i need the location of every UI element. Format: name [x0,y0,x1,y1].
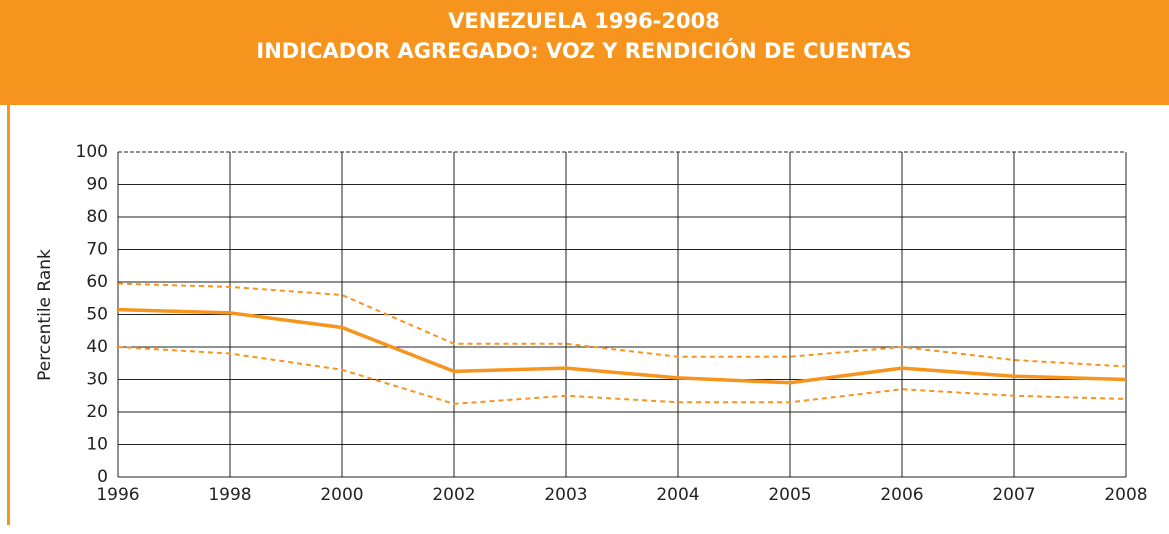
series-line [117,346,1127,405]
y-axis-label: Percentile Rank [35,249,55,381]
y-tick-label: 30 [86,370,108,390]
y-tick-label: 0 [97,467,108,487]
series-line [117,282,1127,368]
y-tick-label: 80 [86,207,108,227]
y-tick-label: 50 [86,305,108,325]
x-tick-label: 2008 [1104,485,1147,505]
y-tick-label: 10 [86,435,108,455]
chart-title: VENEZUELA 1996-2008 [448,9,720,33]
series-line [117,307,1127,385]
x-tick-label: 2005 [768,485,811,505]
x-tick-label: 1996 [96,485,139,505]
x-tick-label: 2004 [656,485,699,505]
x-tick-label: 2002 [432,485,475,505]
y-tick-label: 70 [86,240,108,260]
y-tick-label: 100 [76,142,108,162]
left-border [7,105,10,525]
y-tick-label: 40 [86,337,108,357]
chart-subtitle: INDICADOR AGREGADO: VOZ Y RENDICIÓN DE C… [256,38,911,63]
y-tick-label: 60 [86,272,108,292]
x-tick-label: 2003 [544,485,587,505]
header-band [0,0,1169,105]
x-tick-label: 2007 [992,485,1035,505]
x-tick-label: 2006 [880,485,923,505]
y-tick-label: 90 [86,175,108,195]
x-tick-label: 2000 [320,485,363,505]
y-tick-label: 20 [86,402,108,422]
x-tick-label: 1998 [208,485,251,505]
